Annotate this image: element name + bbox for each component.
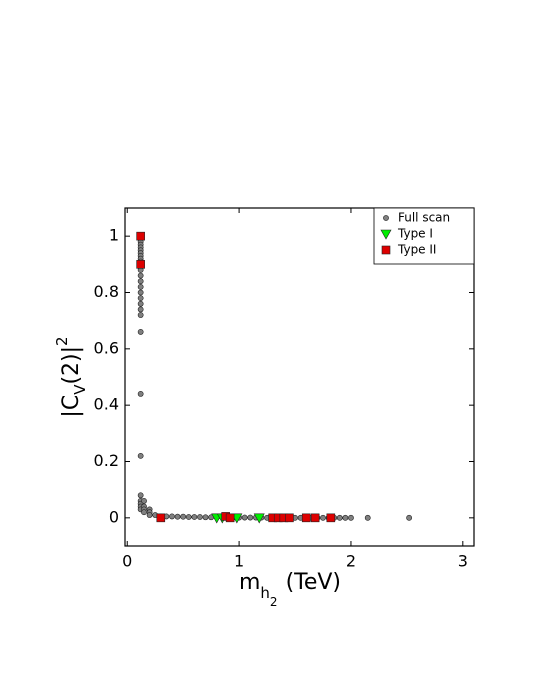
point [136,231,145,241]
point [156,513,166,523]
point [342,514,349,521]
point [137,295,144,302]
point [137,272,144,279]
point [202,514,209,521]
point [137,452,144,459]
point [136,260,145,269]
y-tick-label: 0.6 [94,338,119,357]
point [180,513,187,520]
point [364,514,371,521]
point [241,514,248,521]
point [141,509,147,516]
point [185,514,192,520]
point [406,514,413,521]
point [301,513,311,523]
legend-label: Type I [397,227,433,241]
point [137,300,144,307]
point [146,512,153,518]
x-tick-label: 1 [234,552,244,571]
point [336,514,343,521]
point [137,289,144,296]
x-label-unit: (TeV) [286,570,341,595]
y-axis-label: |CV(2)|2 [53,336,89,417]
point [137,312,144,318]
point [137,283,144,290]
legend-marker [380,229,392,240]
y-tick-label: 0.2 [94,451,119,470]
point [320,514,326,521]
point [348,514,354,521]
y-tick-label: 0.8 [94,282,119,301]
y-tick-label: 1 [109,226,119,245]
point [137,329,144,335]
point [197,514,203,520]
point [174,513,181,520]
legend-label: Type II [397,243,436,257]
point [137,306,144,313]
point [247,514,254,521]
x-label-base: m [239,570,260,595]
legend-marker [383,215,389,221]
x-axis-label: mh2 (TeV) [239,570,341,609]
point [326,513,336,523]
legend-marker [381,245,391,255]
y-label-base: |C [59,395,84,418]
point [285,513,294,523]
x-tick-label: 0 [122,552,132,571]
point [225,513,235,523]
point [169,513,175,520]
y-tick-label: 0 [109,507,119,526]
point [253,513,265,524]
y-label-sub: V [71,384,89,395]
y-label-sup: 2 [53,336,71,346]
x-label-subsub: 2 [270,595,278,609]
x-label-sub: h [260,584,270,602]
x-tick-label: 3 [458,552,468,571]
legend-label: Full scan [398,211,450,225]
point [310,513,320,523]
point [191,514,198,520]
point [137,278,144,285]
plot-frame [124,207,475,547]
x-tick-label: 2 [346,552,356,571]
point [141,498,147,504]
y-label-rest: (2)| [59,346,84,385]
legend-box [373,207,475,265]
point [137,492,144,499]
point [137,390,144,397]
y-tick-label: 0.4 [94,395,119,414]
